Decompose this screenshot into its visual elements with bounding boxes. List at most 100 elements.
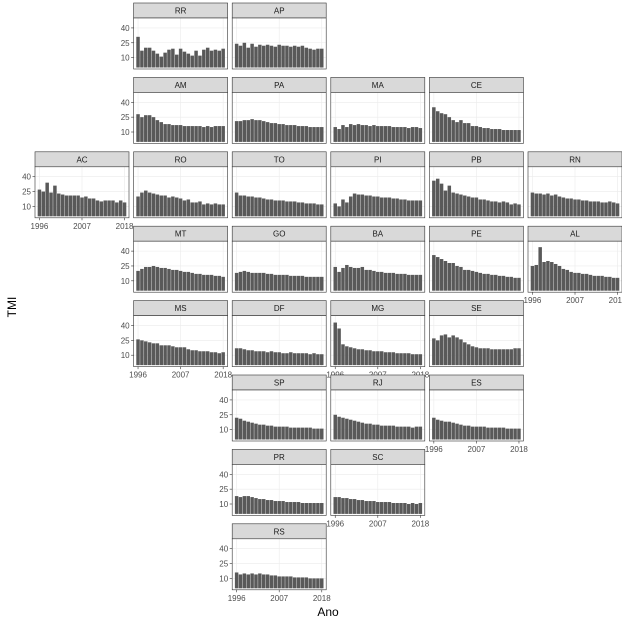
bar-ce-2004 (463, 123, 467, 142)
bar-mg-1996 (333, 322, 337, 366)
panel-border (231, 315, 327, 367)
panel-strip-label: CE (471, 81, 482, 90)
bar-se-2003 (459, 339, 463, 366)
bar-ac-2018 (122, 202, 127, 217)
bar-ma-2012 (395, 127, 399, 142)
bar-sp-2008 (281, 426, 285, 440)
bar-ro-2012 (198, 201, 202, 217)
bar-ce-2000 (447, 117, 452, 142)
facet-panel-ce: CE (429, 77, 524, 144)
bar-ma-2002 (356, 124, 361, 142)
bar-mt-1997 (140, 268, 144, 291)
bar-al-1998 (538, 247, 542, 291)
bar-al-2006 (569, 271, 573, 291)
bar-ac-2003 (64, 195, 69, 217)
bar-rr-2010 (190, 55, 194, 68)
bar-al-1999 (542, 262, 546, 291)
facet-panel-pb: PB (429, 151, 524, 219)
bar-pa-2002 (258, 120, 262, 142)
bar-go-2009 (285, 274, 289, 291)
bar-ce-2010 (486, 128, 490, 142)
bar-ma-2009 (383, 126, 388, 142)
bar-ce-2011 (490, 129, 494, 142)
bar-ba-2003 (360, 266, 365, 291)
facet-panel-al: AL 1996 2007 2018 (524, 225, 622, 305)
bar-am-1998 (144, 115, 148, 142)
bar-am-2000 (151, 117, 156, 142)
bar-pb-2013 (497, 202, 502, 217)
x-tick-label: 2018 (411, 519, 429, 528)
bar-df-2000 (250, 350, 254, 366)
bar-rj-2011 (391, 425, 396, 440)
bar-pb-2002 (455, 193, 459, 217)
bar-rs-2008 (281, 576, 285, 589)
bar-ap-2009 (285, 45, 289, 68)
bar-go-2001 (254, 272, 258, 291)
x-tick-label: 1996 (326, 519, 344, 528)
bar-mg-2018 (418, 354, 423, 366)
bar-ms-2010 (190, 350, 194, 366)
bar-mt-2013 (202, 274, 206, 291)
bar-rn-2001 (550, 195, 554, 217)
bar-ap-1996 (234, 43, 239, 68)
panel-strip-label: AP (274, 7, 285, 16)
bar-rj-2003 (360, 422, 365, 440)
bar-ba-2011 (391, 272, 396, 291)
bar-ce-2012 (494, 129, 498, 142)
bar-pb-2017 (513, 203, 517, 217)
bar-mt-2002 (159, 267, 163, 291)
bar-ro-2007 (178, 198, 183, 217)
bar-rn-1998 (538, 193, 542, 217)
bar-ma-2010 (387, 126, 392, 142)
bar-ma-2001 (352, 125, 357, 142)
bar-ma-2014 (403, 127, 407, 142)
bar-go-2015 (308, 276, 312, 291)
bar-pi-2006 (372, 196, 376, 217)
facet-panel-se: SE (429, 300, 524, 367)
bar-pr-1999 (246, 496, 250, 514)
bar-rs-1999 (246, 574, 250, 589)
bar-pi-2012 (395, 198, 399, 217)
bar-es-2006 (470, 426, 475, 440)
facet-panel-ap: AP (231, 2, 327, 70)
bar-sc-2009 (383, 502, 388, 514)
y-tick-label: 25 (121, 39, 130, 48)
bar-sc-2005 (368, 501, 372, 514)
bar-mt-2016 (213, 275, 218, 291)
bar-df-2012 (296, 353, 301, 366)
bar-ro-2016 (213, 203, 218, 217)
bar-se-2010 (486, 348, 490, 366)
bar-ro-2006 (174, 197, 179, 217)
bar-am-2002 (159, 122, 163, 142)
bar-sp-2010 (289, 427, 293, 440)
bar-se-2006 (470, 346, 475, 366)
y-tick-label: 40 (22, 173, 31, 182)
bar-sp-2003 (261, 424, 266, 440)
bar-sc-2013 (399, 503, 403, 514)
bar-es-2011 (490, 427, 494, 440)
bar-sp-2014 (304, 427, 309, 440)
bar-pa-2005 (269, 123, 274, 142)
bar-mg-2000 (348, 347, 353, 366)
bar-pe-1997 (435, 257, 440, 291)
bar-go-2012 (296, 275, 301, 291)
bar-es-2016 (509, 428, 513, 440)
bar-mg-1999 (345, 346, 349, 366)
panel-strip-label: DF (274, 304, 285, 313)
bar-am-2012 (198, 126, 202, 142)
bar-es-1999 (443, 421, 448, 440)
bar-pi-2011 (391, 198, 396, 217)
bar-pe-2010 (486, 273, 490, 291)
bar-ap-2007 (277, 44, 281, 68)
bar-es-2002 (455, 423, 459, 440)
y-tick-label: 40 (121, 98, 130, 107)
bar-pi-1997 (337, 206, 341, 217)
bar-df-1999 (246, 350, 250, 366)
bar-pr-2016 (312, 503, 316, 514)
panel-border (231, 240, 327, 293)
bar-pr-2000 (250, 497, 254, 514)
bar-df-1998 (242, 349, 247, 366)
y-tick-label: 25 (219, 560, 228, 569)
bar-ba-2005 (368, 269, 372, 291)
bar-pr-2008 (281, 501, 285, 514)
